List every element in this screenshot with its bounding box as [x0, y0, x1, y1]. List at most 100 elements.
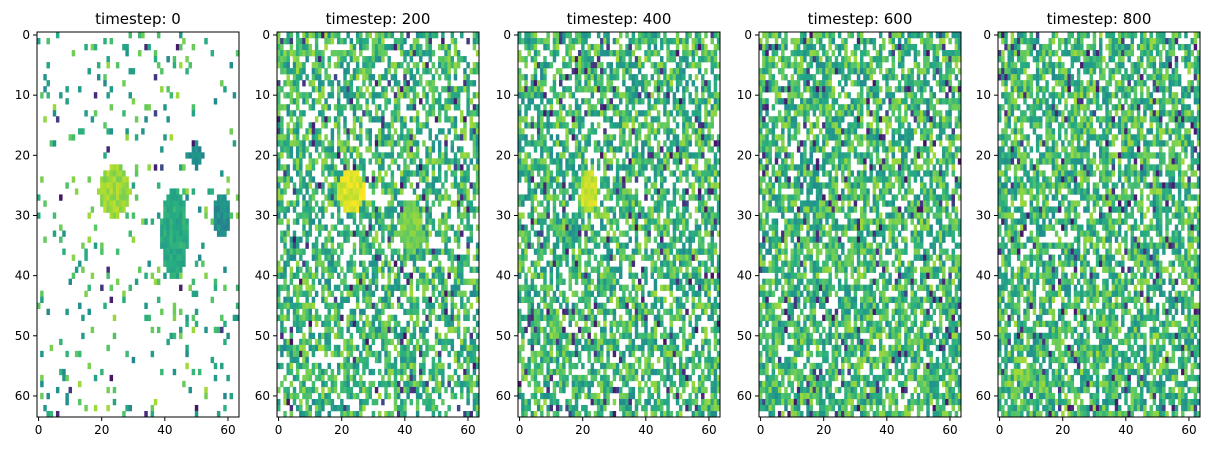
- heatmap-cell: [403, 272, 407, 279]
- heatmap-cell: [600, 260, 604, 267]
- heatmap-cell: [453, 116, 458, 123]
- heatmap-cell: [336, 368, 341, 376]
- heatmap-cell: [381, 266, 385, 273]
- heatmap-cell: [390, 176, 395, 183]
- heatmap-cell: [163, 212, 167, 219]
- heatmap-cell: [172, 218, 177, 225]
- heatmap-cell: [444, 218, 448, 225]
- heatmap-cell: [644, 272, 648, 279]
- heatmap-cell: [185, 230, 189, 237]
- heatmap-cell: [453, 98, 458, 105]
- heatmap-cell: [565, 74, 569, 81]
- heatmap-cell: [194, 152, 199, 159]
- heatmap-cell: [359, 242, 363, 249]
- heatmap-cell: [346, 326, 350, 334]
- heatmap-cell: [169, 332, 174, 340]
- heatmap-cell: [422, 230, 426, 237]
- heatmap-cell: [584, 278, 588, 285]
- heatmap-cell: [456, 242, 461, 249]
- heatmap-cell: [704, 170, 708, 177]
- heatmap-cell: [52, 140, 57, 147]
- heatmap-cell: [530, 44, 535, 51]
- heatmap-cell: [390, 266, 395, 273]
- heatmap-cell: [524, 176, 528, 183]
- heatmap-cell: [387, 134, 391, 141]
- heatmap-cell: [384, 386, 388, 394]
- heatmap-cell: [318, 74, 322, 81]
- heatmap-cell: [122, 110, 126, 117]
- heatmap-cell: [660, 200, 664, 207]
- heatmap-cell: [587, 182, 591, 189]
- heatmap-cell: [625, 200, 629, 207]
- heatmap-cell: [226, 188, 230, 195]
- heatmap-cell: [450, 344, 455, 352]
- heatmap-cell: [359, 236, 363, 243]
- heatmap-cell: [456, 404, 461, 412]
- heatmap-cell: [518, 224, 522, 231]
- heatmap-cell: [365, 176, 369, 183]
- heatmap-cell: [697, 278, 702, 285]
- heatmap-cell: [540, 212, 544, 219]
- heatmap-cell: [590, 194, 595, 201]
- heatmap-cell: [543, 218, 547, 225]
- heatmap-cell: [546, 38, 550, 45]
- heatmap-cell: [172, 368, 177, 376]
- heatmap-cell: [286, 350, 290, 358]
- heatmap-cell: [327, 374, 331, 382]
- heatmap-cell: [409, 302, 414, 310]
- heatmap-cell: [428, 278, 432, 285]
- heatmap-cell: [359, 176, 363, 183]
- heatmap-cell: [577, 86, 582, 93]
- heatmap-cell: [327, 410, 331, 418]
- heatmap-cell: [409, 314, 414, 322]
- heatmap-cell: [336, 62, 341, 69]
- heatmap-cell: [549, 50, 554, 57]
- heatmap-cell: [343, 356, 347, 364]
- heatmap-cell: [622, 230, 626, 237]
- heatmap-cell: [571, 188, 576, 195]
- heatmap-cell: [596, 86, 601, 93]
- heatmap-cell: [277, 110, 281, 117]
- heatmap-cell: [213, 212, 218, 219]
- heatmap-cell: [305, 392, 309, 400]
- heatmap-cell: [277, 206, 281, 213]
- heatmap-cell: [546, 242, 550, 249]
- heatmap-cell: [587, 56, 591, 63]
- heatmap-cell: [521, 74, 525, 81]
- heatmap-cell: [562, 62, 566, 69]
- heatmap-cell: [172, 260, 177, 267]
- heatmap-cell: [125, 44, 129, 51]
- heatmap-cell: [650, 92, 655, 99]
- heatmap-cell: [422, 122, 426, 129]
- heatmap-cell: [362, 236, 366, 243]
- heatmap-cell: [634, 80, 639, 87]
- heatmap-cell: [384, 356, 388, 364]
- heatmap-cell: [707, 98, 711, 105]
- heatmap-cell: [406, 50, 410, 57]
- heatmap-cell: [381, 308, 385, 316]
- heatmap-cell: [340, 314, 344, 322]
- heatmap-cell: [710, 218, 714, 225]
- heatmap-cell: [119, 194, 123, 201]
- heatmap-cell: [600, 110, 604, 117]
- heatmap-cell: [653, 248, 658, 255]
- heatmap-cell: [352, 176, 357, 183]
- heatmap-cell: [460, 260, 464, 267]
- heatmap-cell: [311, 314, 316, 322]
- heatmap-cell: [472, 266, 477, 273]
- heatmap-cell: [653, 32, 658, 39]
- heatmap-cell: [666, 248, 670, 255]
- heatmap-cell: [204, 386, 208, 394]
- heatmap-cell: [371, 272, 376, 279]
- heatmap-cell: [625, 194, 629, 201]
- heatmap-cell: [656, 194, 661, 201]
- heatmap-cell: [109, 176, 114, 183]
- heatmap-cell: [568, 266, 572, 273]
- heatmap-cell: [536, 62, 541, 69]
- heatmap-cell: [466, 374, 470, 382]
- heatmap-cell: [365, 248, 369, 255]
- heatmap-cell: [710, 254, 714, 261]
- heatmap-cell: [160, 164, 164, 171]
- heatmap-cell: [286, 290, 290, 297]
- heatmap-cell: [308, 176, 313, 183]
